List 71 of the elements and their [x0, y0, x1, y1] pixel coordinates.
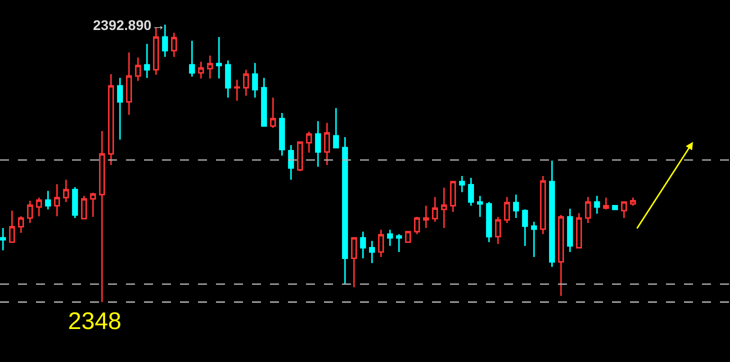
candlestick: [441, 187, 447, 229]
candlestick: [495, 216, 501, 245]
candlestick: [630, 196, 636, 206]
candlestick: [270, 96, 276, 129]
candlestick: [432, 196, 438, 223]
annotation: 2392.890→: [93, 17, 166, 33]
candlestick: [540, 175, 546, 235]
candlestick: [171, 32, 177, 58]
candlestick: [504, 196, 510, 224]
candlestick: [576, 212, 582, 248]
candlestick: [162, 24, 168, 58]
candlestick: [594, 195, 600, 214]
candlestick: [297, 141, 303, 172]
candlestick: [9, 210, 15, 244]
candlestick: [414, 216, 420, 235]
candlestick: [63, 179, 69, 203]
candlestick: [612, 204, 618, 210]
candlestick: [405, 230, 411, 244]
candlestick: [243, 69, 249, 96]
candlestick: [252, 62, 258, 98]
candlestick: [522, 208, 528, 247]
candlestick: [225, 60, 231, 98]
candlestick: [216, 36, 222, 80]
candlestick: [387, 229, 393, 247]
candlestick: [459, 175, 465, 193]
candlestick: [450, 180, 456, 213]
candlestick: [423, 204, 429, 229]
candlestick: [369, 240, 375, 264]
candlestick: [261, 77, 267, 127]
candlestick: [333, 107, 339, 148]
candlestick: [486, 201, 492, 243]
candlestick: [351, 237, 357, 288]
candlestick: [468, 177, 474, 206]
candlestick: [378, 229, 384, 258]
candlestick: [135, 56, 141, 82]
candlestick: [117, 77, 123, 140]
candlestick: [558, 214, 564, 297]
candlestick: [198, 61, 204, 80]
candlestick: [72, 186, 78, 219]
candlestick: [306, 130, 312, 154]
candlestick: [603, 196, 609, 210]
candlestick: [513, 194, 519, 219]
candlestick: [189, 40, 195, 78]
candlestick: [531, 221, 537, 258]
candlestick: [360, 230, 366, 259]
ref-line-label: 2348: [68, 308, 122, 335]
candlestick: [279, 112, 285, 156]
candlestick: [621, 201, 627, 219]
candlestick: [477, 195, 483, 218]
candlestick: [99, 130, 105, 303]
candlestick: [36, 196, 42, 217]
candlestick: [396, 233, 402, 253]
candlestick: [54, 183, 60, 217]
candlestick: [27, 200, 33, 224]
candlestick: [567, 208, 573, 253]
candlestick: [90, 192, 96, 218]
candlestick: [585, 196, 591, 224]
candlestick: [108, 73, 114, 166]
candlestick: [207, 54, 213, 80]
candlestick: [144, 43, 150, 79]
candlestick: [288, 144, 294, 181]
candlestick: [342, 136, 348, 285]
candlestick: [315, 120, 321, 168]
candlestick: [81, 195, 87, 220]
candlestick: [549, 160, 555, 268]
candlestick: [0, 227, 6, 251]
candlestick: [234, 78, 240, 102]
candlestick: [45, 190, 51, 210]
candlestick: [126, 52, 132, 116]
candlestick: [324, 122, 330, 166]
candlestick: [18, 215, 24, 234]
